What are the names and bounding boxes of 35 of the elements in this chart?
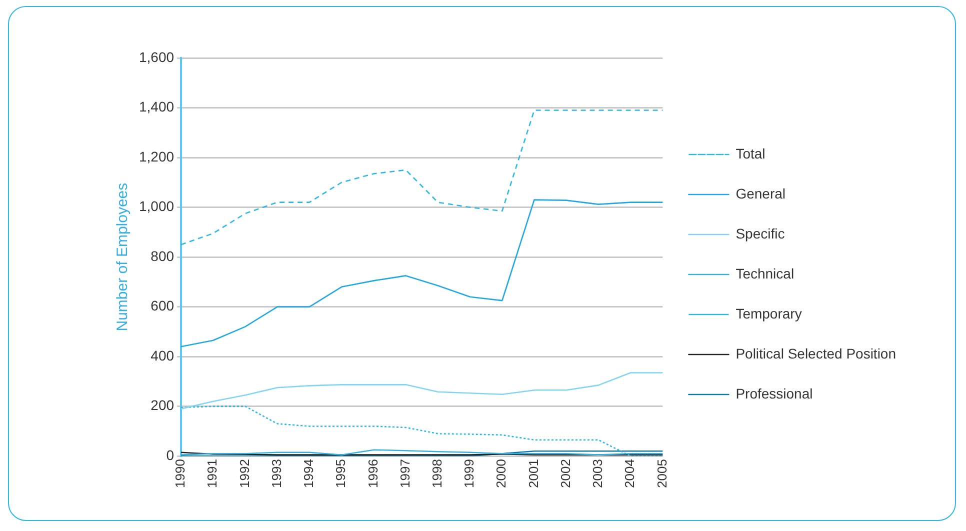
x-tick-label: 2002 [558, 459, 573, 488]
legend-label: Temporary [736, 305, 802, 322]
legend-label: Political Selected Position [736, 345, 896, 362]
x-tick-label: 2001 [526, 459, 541, 488]
y-tick-label: 1,400 [138, 98, 174, 115]
legend-label: Technical [736, 265, 794, 282]
y-axis-title: Number of Employees [114, 182, 132, 332]
y-tick-label: 400 [150, 347, 174, 364]
x-tick-label: 2005 [654, 459, 670, 488]
legend-label: General [736, 185, 786, 202]
x-tick-label: 1994 [301, 459, 316, 488]
line-series [180, 110, 664, 246]
x-tick-label: 1991 [204, 459, 220, 488]
x-tick-label: 1996 [365, 459, 380, 488]
y-tick-label: 600 [150, 298, 174, 314]
y-tick-label: 1,000 [138, 198, 174, 214]
y-tick-label: 800 [150, 248, 174, 264]
legend-label: Total [736, 145, 766, 162]
y-tick-label: 1,600 [138, 48, 174, 65]
x-tick-label: 2000 [494, 459, 509, 488]
x-tick-label: 1992 [236, 459, 252, 488]
x-tick-label: 1999 [462, 459, 477, 488]
x-tick-label: 1993 [268, 459, 284, 488]
y-tick-label: 200 [150, 397, 174, 414]
y-tick-label: 1,200 [138, 148, 174, 164]
legend-label: Specific [736, 225, 785, 242]
x-tick-label: 1995 [333, 459, 348, 488]
x-tick-label: 2003 [590, 459, 606, 488]
x-tick-label: 1990 [172, 459, 188, 488]
x-tick-label: 2004 [622, 459, 638, 488]
line-series [180, 406, 664, 456]
y-tick-label: 0 [166, 446, 174, 463]
x-tick-label: 1997 [397, 459, 412, 488]
legend-label: Professional [736, 385, 813, 402]
x-tick-label: 1998 [429, 459, 444, 488]
